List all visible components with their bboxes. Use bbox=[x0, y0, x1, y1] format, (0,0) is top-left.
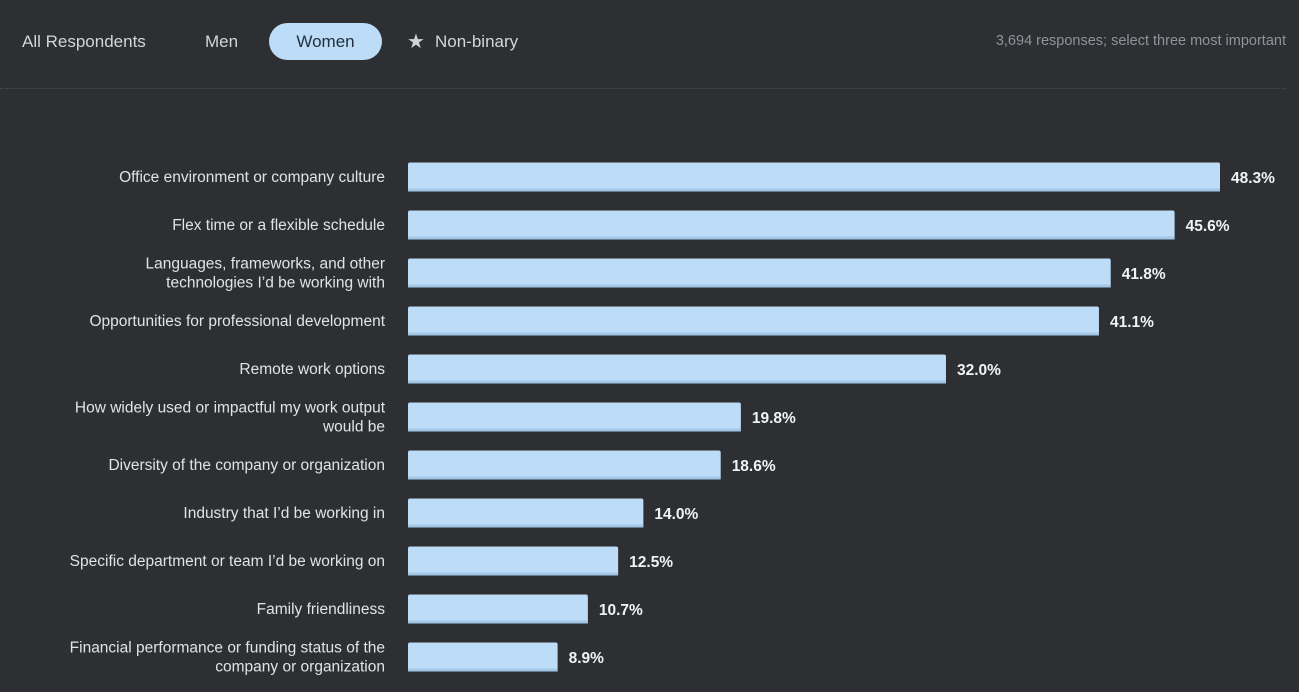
category-label-line: Financial performance or funding status … bbox=[70, 640, 385, 657]
category-label-line: Specific department or team I’d be worki… bbox=[70, 553, 385, 570]
tab-women[interactable]: Women bbox=[269, 23, 382, 60]
bar-shadow bbox=[408, 188, 1220, 192]
bar-shadow bbox=[408, 572, 619, 576]
tab-all-respondents[interactable]: All Respondents bbox=[22, 32, 146, 51]
bar-shadow bbox=[408, 620, 588, 624]
value-label: 18.6% bbox=[732, 458, 776, 475]
bar-shadow bbox=[408, 332, 1099, 336]
bar bbox=[408, 258, 1111, 288]
category-label-line: would be bbox=[322, 419, 385, 436]
bar bbox=[408, 642, 558, 672]
category-label: Specific department or team I’d be worki… bbox=[70, 553, 385, 570]
response-count-note: 3,694 responses; select three most impor… bbox=[995, 33, 1286, 49]
category-label: Flex time or a flexible schedule bbox=[172, 217, 385, 234]
category-label: Industry that I’d be working in bbox=[183, 505, 385, 522]
value-label: 48.3% bbox=[1231, 170, 1275, 187]
category-label: Diversity of the company or organization bbox=[108, 457, 385, 474]
bar-shadow bbox=[408, 284, 1111, 288]
bar-shadow bbox=[408, 428, 741, 432]
bar bbox=[408, 306, 1099, 336]
bar-shadow bbox=[408, 524, 644, 528]
tab-non-binary[interactable]: ★ Non-binary bbox=[407, 23, 518, 60]
value-label: 8.9% bbox=[569, 650, 605, 667]
value-label: 12.5% bbox=[629, 554, 673, 571]
bar bbox=[408, 450, 721, 480]
category-label-line: company or organization bbox=[215, 659, 385, 676]
category-label-line: Office environment or company culture bbox=[119, 169, 385, 186]
category-label-line: technologies I’d be working with bbox=[166, 275, 385, 292]
bar-shadow bbox=[408, 236, 1175, 240]
value-label: 14.0% bbox=[654, 506, 698, 523]
category-label-line: Languages, frameworks, and other bbox=[145, 256, 385, 273]
category-label-line: Family friendliness bbox=[257, 601, 386, 618]
respondent-tabbar: All Respondents Men Women ★ Non-binary 3,… bbox=[0, 0, 1299, 88]
category-label-line: Industry that I’d be working in bbox=[183, 505, 385, 522]
category-label-line: Flex time or a flexible schedule bbox=[172, 217, 385, 234]
category-label-line: How widely used or impactful my work out… bbox=[75, 400, 386, 417]
bar bbox=[408, 354, 946, 384]
category-label: Opportunities for professional developme… bbox=[89, 313, 385, 330]
divider bbox=[0, 88, 1286, 89]
value-label: 19.8% bbox=[752, 410, 796, 427]
value-label: 41.1% bbox=[1110, 314, 1154, 331]
category-label-line: Remote work options bbox=[239, 361, 385, 378]
bar-shadow bbox=[408, 380, 946, 384]
category-label: Languages, frameworks, and other technolo… bbox=[145, 256, 385, 292]
star-icon: ★ bbox=[407, 31, 425, 53]
bar bbox=[408, 402, 741, 432]
bar bbox=[408, 498, 644, 528]
category-label: Financial performance or funding status … bbox=[70, 640, 385, 676]
value-label: 32.0% bbox=[957, 362, 1001, 379]
bar-shadow bbox=[408, 668, 558, 672]
category-label-line: Opportunities for professional developme… bbox=[89, 313, 385, 330]
tab-non-binary-label: Non-binary bbox=[435, 32, 519, 51]
value-label: 45.6% bbox=[1186, 218, 1230, 235]
bar bbox=[408, 210, 1175, 240]
category-label: Remote work options bbox=[239, 361, 385, 378]
category-label-line: Diversity of the company or organization bbox=[108, 457, 385, 474]
bar bbox=[408, 162, 1220, 192]
value-label: 10.7% bbox=[599, 602, 643, 619]
bar bbox=[408, 546, 619, 576]
bar bbox=[408, 594, 588, 624]
category-label: How widely used or impactful my work out… bbox=[75, 400, 386, 436]
category-label: Office environment or company culture bbox=[119, 169, 385, 186]
tab-men[interactable]: Men bbox=[205, 32, 239, 51]
bar-shadow bbox=[408, 476, 721, 480]
value-label: 41.8% bbox=[1122, 266, 1166, 283]
category-label: Family friendliness bbox=[257, 601, 386, 618]
